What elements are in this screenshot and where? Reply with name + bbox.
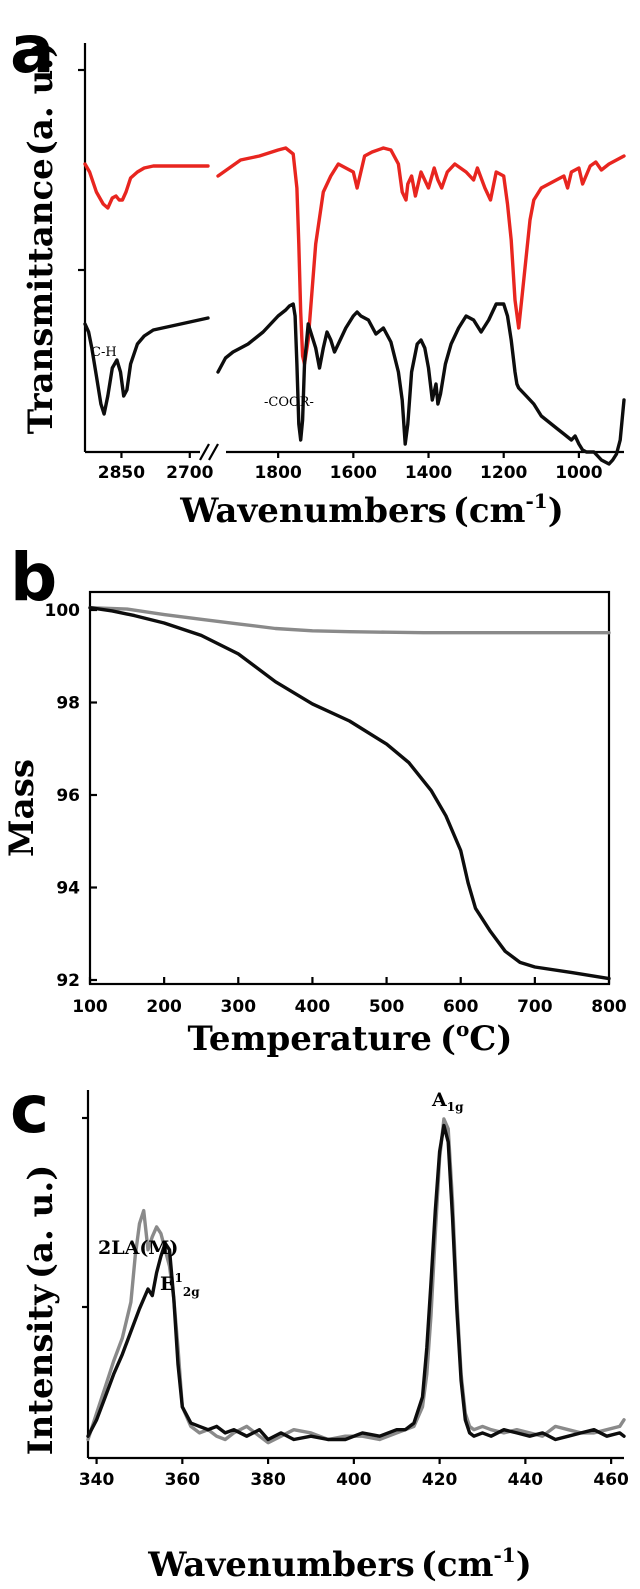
panel-c: c 340 360 380 400 420 440 460 2LA(M) E12g A1g … bbox=[10, 1071, 629, 1585]
panel-a: a 2850 2700 1800 1600 1400 1200 1000 C-H -COOR… bbox=[10, 11, 626, 531]
panel-c-x-tick-label: 380 bbox=[250, 1470, 286, 1490]
panel-c-x-tick-label: 420 bbox=[422, 1470, 458, 1490]
panel-c-ylabel: Intensity bbox=[21, 1284, 61, 1455]
e2g-annotation: E12g bbox=[160, 1271, 200, 1299]
panel-a-yunit: (a. u.) bbox=[21, 42, 61, 156]
e2g-sup: 1 bbox=[174, 1271, 182, 1285]
panel-a-x-tick-label: 1800 bbox=[254, 463, 301, 483]
panel-b-curves bbox=[88, 606, 611, 981]
panel-a-ylabel: Transmittance bbox=[21, 158, 61, 434]
panel-b-x-tick-label: 200 bbox=[146, 997, 182, 1017]
panel-b-gray-line bbox=[88, 606, 611, 635]
panel-c-x-tick-label: 440 bbox=[508, 1470, 544, 1490]
panel-b-letter: b bbox=[10, 539, 57, 616]
panel-c-yunit: (a. u.) bbox=[21, 1165, 61, 1279]
panel-c-y-title: Intensity (a. u.) bbox=[21, 1165, 61, 1456]
panel-a-x-title: Wavenumbers (cm-1) bbox=[179, 489, 564, 531]
panel-c-xunit-exp: -1 bbox=[494, 1543, 516, 1567]
panel-b-x-tick-label: 100 bbox=[72, 997, 108, 1017]
panel-c-x-tick-label: 400 bbox=[336, 1470, 372, 1490]
e2g-base: E bbox=[160, 1273, 174, 1295]
panel-b-ticks: 100 200 300 400 500 600 700 800 100 98 96 94 92 bbox=[45, 601, 627, 1017]
panel-c-x-tick-label: 340 bbox=[79, 1470, 115, 1490]
panel-a-x-tick-label: 2700 bbox=[166, 463, 213, 483]
panel-a-red-line-right bbox=[216, 146, 626, 366]
panel-c-xunit-open: ( bbox=[421, 1545, 437, 1585]
e2g-sub: 2g bbox=[183, 1285, 200, 1299]
panel-b-xunit-close: ) bbox=[496, 1019, 512, 1059]
panel-c-xunit-base: cm bbox=[437, 1545, 494, 1585]
panel-c-black-line bbox=[86, 1123, 626, 1442]
panel-c-letter: c bbox=[10, 1071, 49, 1148]
a1g-base: A bbox=[431, 1089, 447, 1111]
a1g-sub: 1g bbox=[447, 1100, 464, 1114]
panel-c-x-title: Wavenumbers (cm-1) bbox=[147, 1543, 532, 1585]
coor-annotation: -COOR- bbox=[264, 395, 314, 410]
panel-b-x-title: Temperature (oC) bbox=[188, 1017, 513, 1059]
panel-b-x-tick-label: 300 bbox=[221, 997, 257, 1017]
panel-a-x-tick-label: 1600 bbox=[330, 463, 377, 483]
panel-a-x-tick-label: 1200 bbox=[480, 463, 527, 483]
axis-break-mark bbox=[199, 443, 210, 461]
ch-annotation: C-H bbox=[91, 345, 117, 360]
panel-a-xunit-close: ) bbox=[548, 491, 564, 531]
panel-b-black-line bbox=[88, 606, 611, 981]
panel-c-curves bbox=[86, 1117, 626, 1445]
panel-a-xunit-open: ( bbox=[453, 491, 469, 531]
panel-a-xunit-base: cm bbox=[469, 491, 526, 531]
panel-b-frame bbox=[88, 590, 611, 986]
panel-b-x-tick-label: 800 bbox=[591, 997, 627, 1017]
panel-a-red-line-left bbox=[83, 162, 210, 210]
panel-a-y-title: Transmittance(a. u.) bbox=[21, 42, 61, 434]
panel-b-x-tick-label: 500 bbox=[369, 997, 405, 1017]
panel-a-x-tick-label: 1400 bbox=[405, 463, 452, 483]
panel-a-xlabel: Wavenumbers bbox=[179, 491, 447, 531]
panel-b-y-title: Mass bbox=[2, 759, 42, 857]
panel-b: b 100 200 300 400 500 600 700 800 100 98 96 94 92 Ma… bbox=[2, 539, 627, 1059]
panel-a-black-line-right bbox=[216, 302, 626, 466]
panel-c-x-tick-label: 360 bbox=[165, 1470, 201, 1490]
axis-break-mark bbox=[208, 443, 219, 461]
panel-b-y-tick-label: 100 bbox=[45, 601, 81, 621]
panel-c-x-tick-label: 460 bbox=[593, 1470, 629, 1490]
panel-c-x-ticks: 340 360 380 400 420 440 460 bbox=[79, 1458, 629, 1490]
panel-a-black-line-left bbox=[83, 316, 210, 416]
panel-c-xlabel: Wavenumbers bbox=[147, 1545, 415, 1585]
panel-b-y-tick-label: 92 bbox=[56, 971, 80, 991]
la-annotation: 2LA(M) bbox=[98, 1237, 178, 1259]
panel-a-curves bbox=[83, 146, 626, 466]
panel-b-xunit-sup: o bbox=[456, 1017, 469, 1041]
panel-a-xunit-exp: -1 bbox=[526, 489, 548, 513]
panel-b-x-tick-label: 600 bbox=[443, 997, 479, 1017]
panel-b-y-tick-label: 96 bbox=[56, 786, 80, 806]
panel-a-letter: a bbox=[10, 11, 55, 88]
panel-b-y-tick-label: 98 bbox=[56, 694, 80, 714]
panel-a-x-tick-label: 2850 bbox=[98, 463, 145, 483]
panel-b-xunit-open: ( bbox=[440, 1019, 456, 1059]
panel-c-xunit-close: ) bbox=[516, 1545, 532, 1585]
panel-b-y-tick-label: 94 bbox=[56, 879, 80, 899]
panel-b-xlabel: Temperature bbox=[188, 1019, 432, 1059]
panel-a-x-ticks: 2850 2700 1800 1600 1400 1200 1000 bbox=[98, 452, 603, 483]
a1g-annotation: A1g bbox=[431, 1089, 464, 1114]
panel-b-x-tick-label: 700 bbox=[517, 997, 553, 1017]
panel-b-x-tick-label: 400 bbox=[295, 997, 331, 1017]
panel-b-xunit-base: C bbox=[469, 1019, 496, 1059]
panel-a-x-tick-label: 1000 bbox=[555, 463, 602, 483]
